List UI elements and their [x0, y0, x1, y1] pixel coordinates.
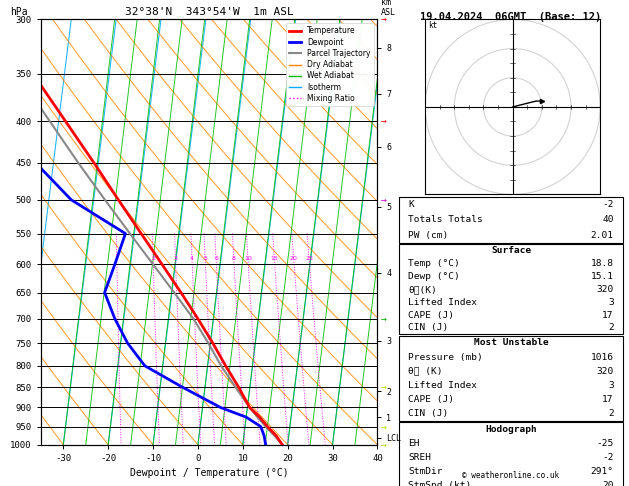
Text: Dewp (°C): Dewp (°C) [408, 272, 460, 281]
Text: 320: 320 [596, 285, 614, 294]
Text: Totals Totals: Totals Totals [408, 215, 483, 225]
Text: 18.8: 18.8 [591, 259, 614, 268]
Text: StmSpd (kt): StmSpd (kt) [408, 481, 472, 486]
Text: 2: 2 [608, 409, 614, 418]
Text: →: → [381, 15, 386, 24]
Text: kt: kt [428, 21, 437, 30]
Text: 8: 8 [232, 256, 236, 261]
Text: →: → [381, 440, 386, 450]
Text: Lifted Index: Lifted Index [408, 298, 477, 307]
Text: 5: 5 [203, 256, 207, 261]
Text: Lifted Index: Lifted Index [408, 381, 477, 390]
Text: -25: -25 [596, 439, 614, 448]
Text: Temp (°C): Temp (°C) [408, 259, 460, 268]
Text: CIN (J): CIN (J) [408, 409, 448, 418]
Text: 1: 1 [115, 256, 119, 261]
Text: -2: -2 [603, 453, 614, 462]
Text: 2.01: 2.01 [591, 231, 614, 240]
Text: SREH: SREH [408, 453, 431, 462]
Text: Pressure (mb): Pressure (mb) [408, 352, 483, 362]
Text: 1016: 1016 [591, 352, 614, 362]
Text: 17: 17 [603, 311, 614, 320]
X-axis label: Dewpoint / Temperature (°C): Dewpoint / Temperature (°C) [130, 469, 289, 478]
Text: 291°: 291° [591, 467, 614, 476]
Text: 15.1: 15.1 [591, 272, 614, 281]
Text: 19.04.2024  06GMT  (Base: 12): 19.04.2024 06GMT (Base: 12) [420, 12, 602, 22]
Text: 10: 10 [244, 256, 252, 261]
Text: Surface: Surface [491, 246, 531, 255]
Text: EH: EH [408, 439, 420, 448]
Text: θᴇ (K): θᴇ (K) [408, 367, 443, 376]
Text: CIN (J): CIN (J) [408, 324, 448, 332]
Text: 3: 3 [174, 256, 177, 261]
Text: θᴇ(K): θᴇ(K) [408, 285, 437, 294]
Text: 17: 17 [603, 395, 614, 404]
Text: 2: 2 [608, 324, 614, 332]
Text: 25: 25 [305, 256, 313, 261]
Text: © weatheronline.co.uk: © weatheronline.co.uk [462, 471, 560, 480]
Title: 32°38'N  343°54'W  1m ASL: 32°38'N 343°54'W 1m ASL [125, 7, 294, 17]
Text: hPa: hPa [11, 7, 28, 17]
Text: 4: 4 [190, 256, 194, 261]
Text: StmDir: StmDir [408, 467, 443, 476]
Text: K: K [408, 200, 414, 209]
Text: Hodograph: Hodograph [485, 425, 537, 434]
Text: 15: 15 [270, 256, 278, 261]
Text: 3: 3 [608, 381, 614, 390]
Text: 6: 6 [214, 256, 218, 261]
Text: 20: 20 [290, 256, 298, 261]
Text: →: → [381, 382, 386, 392]
Text: →: → [381, 116, 386, 126]
Legend: Temperature, Dewpoint, Parcel Trajectory, Dry Adiabat, Wet Adiabat, Isotherm, Mi: Temperature, Dewpoint, Parcel Trajectory… [286, 23, 374, 106]
Text: 40: 40 [603, 215, 614, 225]
Text: 20: 20 [603, 481, 614, 486]
Text: 320: 320 [596, 367, 614, 376]
Text: PW (cm): PW (cm) [408, 231, 448, 240]
Text: km
ASL: km ASL [381, 0, 396, 17]
Text: CAPE (J): CAPE (J) [408, 311, 454, 320]
Text: →: → [381, 313, 386, 324]
Text: 3: 3 [608, 298, 614, 307]
Text: -2: -2 [603, 200, 614, 209]
Text: Most Unstable: Most Unstable [474, 338, 548, 347]
Text: →: → [381, 421, 386, 432]
Text: CAPE (J): CAPE (J) [408, 395, 454, 404]
Text: 2: 2 [151, 256, 155, 261]
Text: →: → [381, 195, 386, 205]
